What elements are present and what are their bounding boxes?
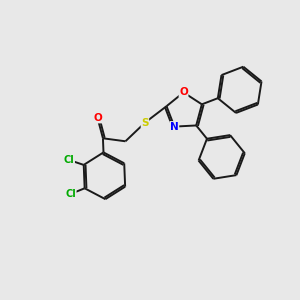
Text: O: O (179, 87, 188, 98)
Text: Cl: Cl (64, 155, 74, 165)
Text: Cl: Cl (65, 189, 76, 199)
Text: N: N (170, 122, 179, 132)
Text: S: S (141, 118, 149, 128)
Text: O: O (93, 113, 102, 123)
